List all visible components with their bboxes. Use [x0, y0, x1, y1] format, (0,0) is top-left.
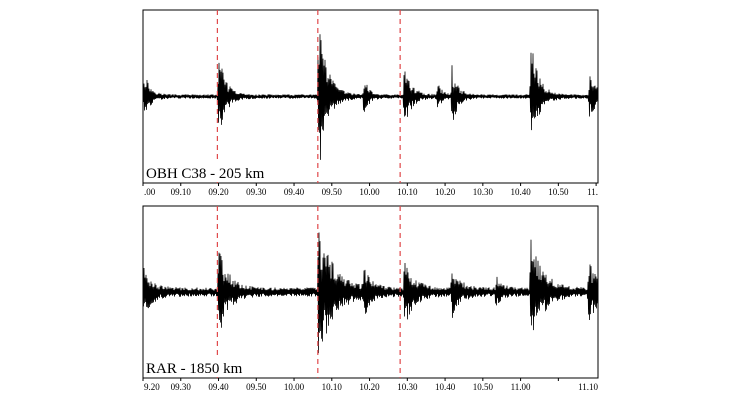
x-tick-label: 10.50	[548, 187, 569, 197]
x-axis: 9.20 09.30 09.40 09.50 10.00 10.10 10.20 10.30 1…	[142, 378, 598, 392]
x-tick-label: 09.50	[322, 187, 343, 197]
x-tick-label: 09.40	[208, 382, 229, 392]
x-tick-label: 09.10	[171, 187, 192, 197]
x-tick-label: 09.20	[208, 187, 229, 197]
station-label: OBH C38 - 205 km	[146, 166, 265, 182]
label-background	[144, 356, 240, 377]
x-tick-label: 10.00	[359, 187, 380, 197]
x-tick-label: 10.50	[473, 382, 494, 392]
x-tick-label: 10.30	[397, 382, 418, 392]
seismic-trace	[143, 232, 598, 354]
x-tick-label: 9.20	[144, 382, 160, 392]
seismic-trace	[143, 34, 598, 160]
x-tick-label: 09.30	[246, 187, 267, 197]
label-background	[144, 161, 270, 182]
event-markers	[216, 10, 401, 183]
x-tick-label: 10.40	[435, 382, 456, 392]
x-tick-label: .00	[144, 187, 156, 197]
panel-rar: 9.20 09.30 09.40 09.50 10.00 10.10 10.20 10.30 1…	[142, 205, 599, 392]
x-tick-label: 10.20	[435, 187, 456, 197]
x-tick-label: 10.10	[397, 187, 418, 197]
x-tick-label: 10.10	[322, 382, 343, 392]
station-label: RAR - 1850 km	[146, 361, 243, 377]
x-tick-label: 09.40	[284, 187, 305, 197]
event-markers	[216, 206, 401, 378]
x-tick-label: 10.00	[284, 382, 305, 392]
x-tick-label: 09.30	[171, 382, 192, 392]
x-axis: .00 09.10 09.20 09.30 09.40 09.50 10.00 10.10 10…	[142, 183, 598, 197]
x-tick-label: 10.30	[473, 187, 494, 197]
x-tick-label: 09.50	[246, 382, 267, 392]
x-tick-label: 10.40	[510, 187, 531, 197]
x-tick-label: 11.10	[578, 382, 598, 392]
x-tick-label: 11.	[587, 187, 598, 197]
x-tick-label: 11.00	[511, 382, 531, 392]
panel-obh-c38: .00 09.10 09.20 09.30 09.40 09.50 10.00 10.10 10…	[142, 9, 599, 197]
x-tick-label: 10.20	[359, 382, 380, 392]
